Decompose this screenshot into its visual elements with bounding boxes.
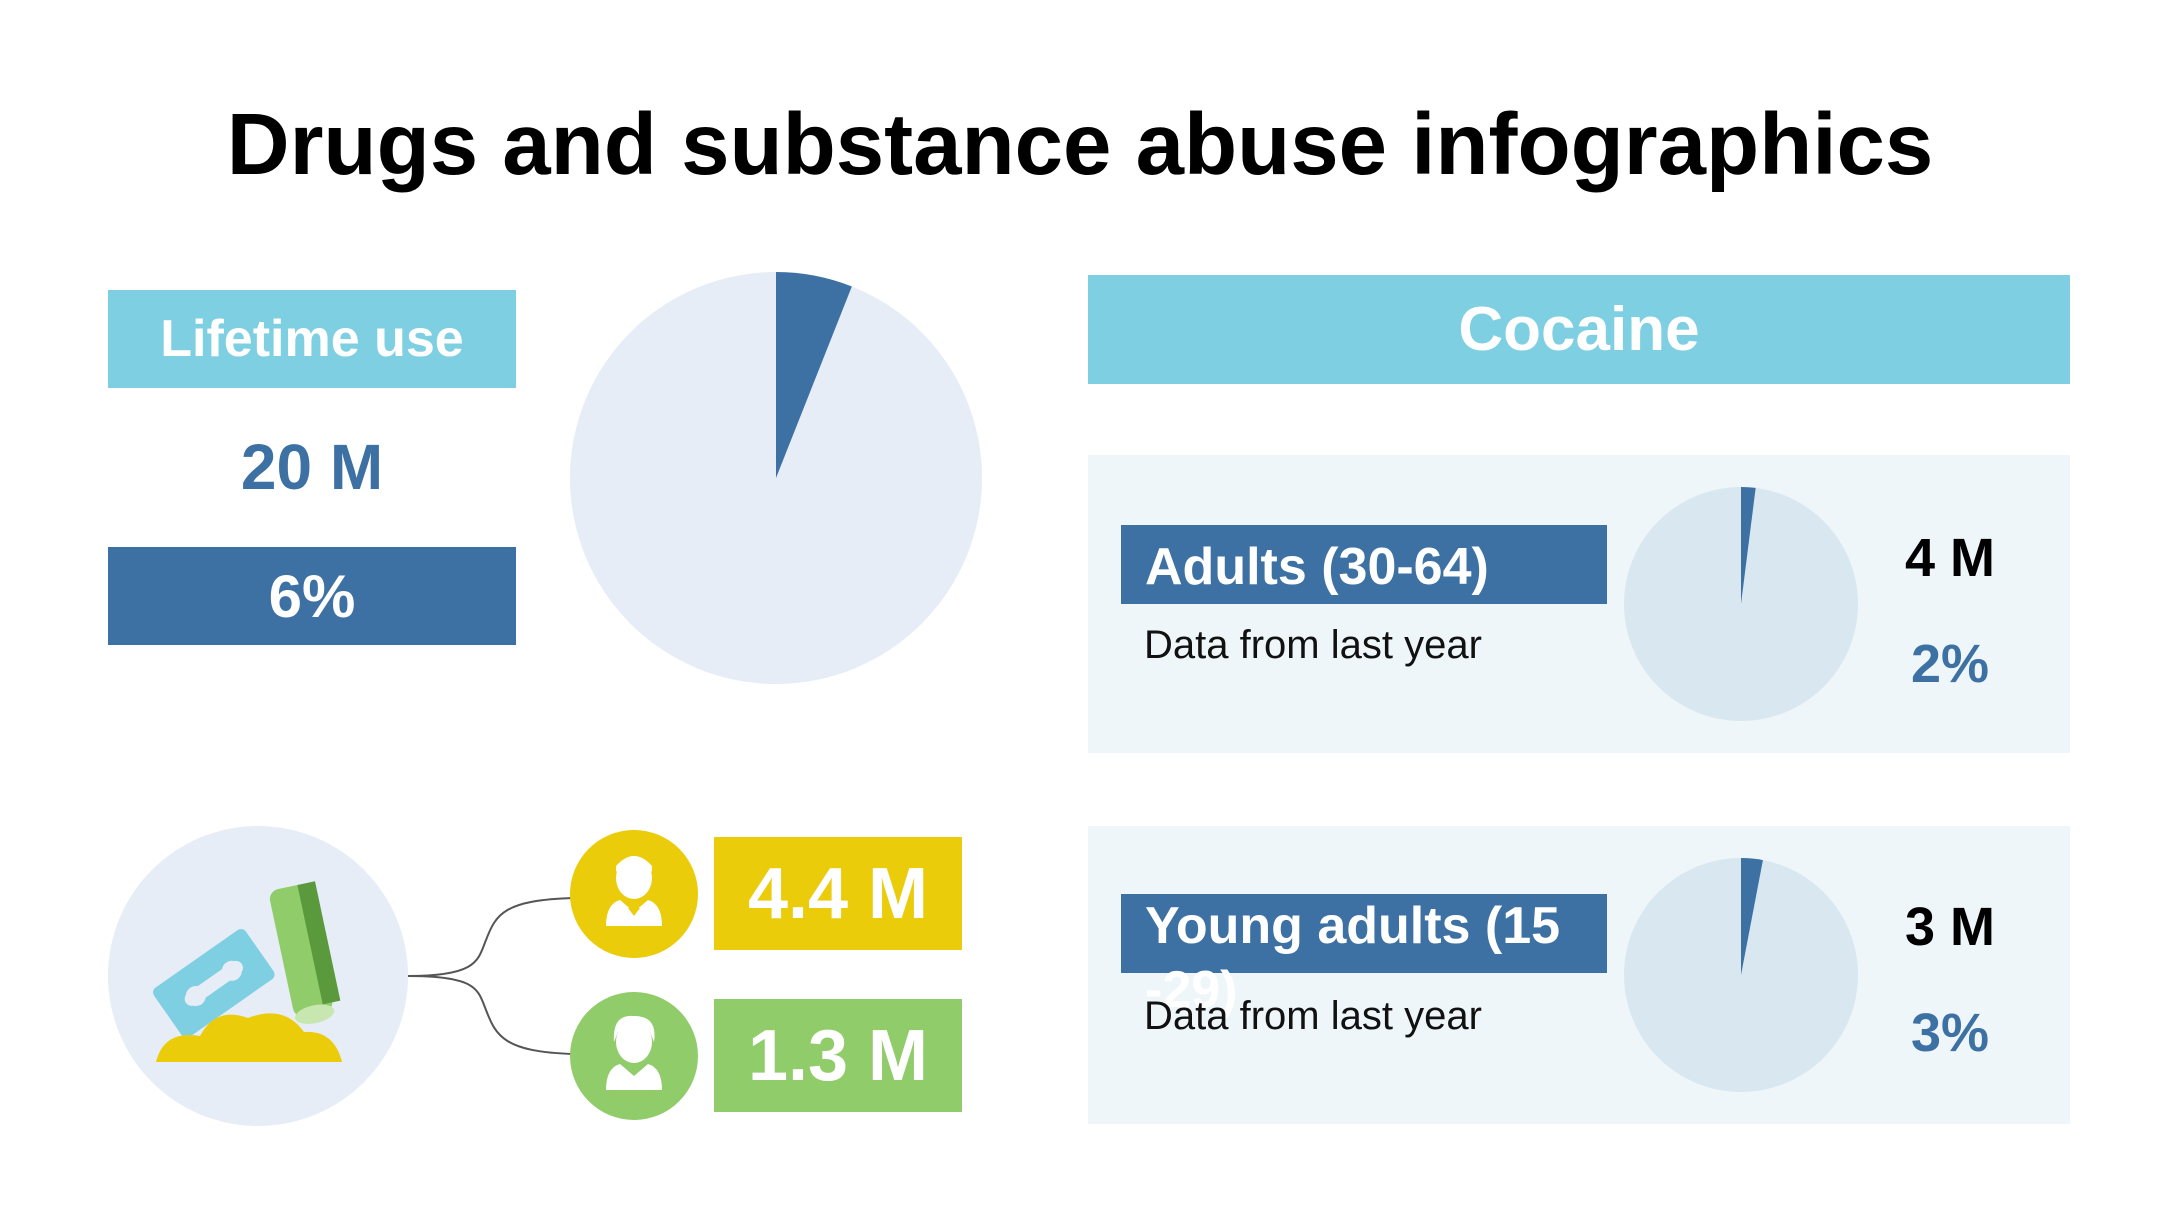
lifetime-use-percent: 6% (108, 547, 516, 645)
adults-pie-slice-users (1741, 487, 1756, 604)
lifetime-pie-slice-users (776, 272, 852, 478)
male-avatar (570, 830, 698, 958)
cocaine-heading: Cocaine (1088, 275, 2070, 384)
male-person-icon (606, 856, 662, 926)
adults-count: 4 M (1904, 528, 1996, 588)
young-adults-count: 3 M (1904, 897, 1996, 957)
adults-note: Data from last year (1144, 623, 1482, 667)
female-avatar (570, 992, 698, 1120)
male-users-value: 4.4 M (714, 837, 962, 950)
young-adults-label: Young adults (15 -29) (1121, 894, 1607, 1019)
young-adults-panel: Young adults (15 -29) Data from last yea… (1088, 826, 2070, 1124)
lifetime-use-value: 20 M (240, 431, 384, 503)
adults-panel: Adults (30-64) Data from last year 4 M 2… (1088, 455, 2070, 753)
adults-percent: 2% (1910, 634, 1990, 694)
female-person-icon (606, 1015, 662, 1090)
young-adults-percent: 3% (1910, 1003, 1990, 1063)
female-users-value: 1.3 M (714, 999, 962, 1112)
page-title: Drugs and substance abuse infographics (226, 96, 1934, 193)
young-adults-note: Data from last year (1144, 994, 1482, 1038)
drugs-illustration-icon (108, 826, 408, 1126)
young-adults-pie-chart (1624, 858, 1858, 1092)
lifetime-use-label: Lifetime use (108, 290, 516, 388)
connector-lines (408, 897, 575, 1055)
young-adults-pie-slice-users (1741, 858, 1763, 975)
adults-label: Adults (30-64) (1121, 525, 1607, 604)
lifetime-pie-chart (570, 272, 982, 684)
adults-pie-chart (1624, 487, 1858, 721)
